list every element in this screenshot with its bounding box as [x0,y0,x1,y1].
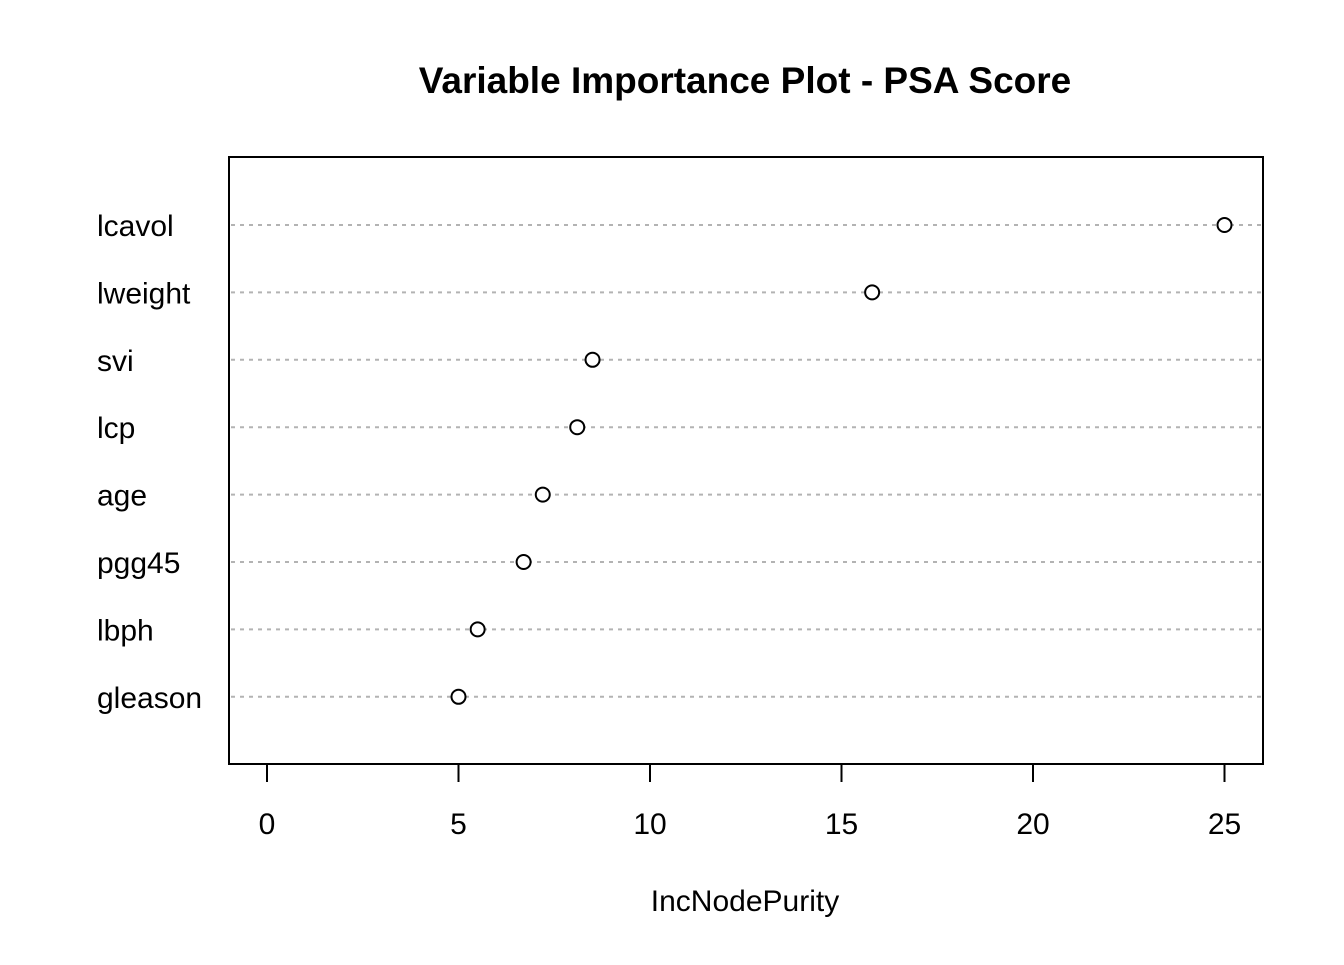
x-axis: 0 5 10 15 20 25 [259,763,1241,841]
x-tick-label-10: 10 [633,808,666,841]
category-labels: lcavol lweight svi lcp age pgg45 lbph gleason [97,210,202,715]
x-axis-label: IncNodePurity [651,885,839,918]
category-label-pgg45: pgg45 [97,547,180,580]
data-points [450,217,1233,705]
data-point-lbph [469,621,486,638]
data-point-lweight [864,284,881,301]
data-point-svi [584,351,601,368]
x-tick-label-20: 20 [1016,808,1049,841]
plot-frame [228,156,1264,765]
category-label-age: age [97,480,147,513]
x-tick-label-0: 0 [259,808,276,841]
x-tick-label-15: 15 [825,808,858,841]
data-point-gleason [450,688,467,705]
category-label-lcavol: lcavol [97,210,174,243]
x-tick-label-25: 25 [1208,808,1241,841]
category-label-lweight: lweight [97,277,191,310]
data-point-pgg45 [515,554,532,570]
grid-lines [231,224,1261,698]
data-point-lcp [569,419,586,436]
category-label-svi: svi [97,345,134,378]
category-label-lcp: lcp [97,412,135,445]
x-tick-label-5: 5 [450,808,467,841]
category-label-lbph: lbph [97,614,154,647]
chart-title: Variable Importance Plot - PSA Score [419,60,1072,101]
category-label-gleason: gleason [97,682,202,715]
data-point-lcavol [1216,217,1233,233]
data-point-age [534,486,551,503]
